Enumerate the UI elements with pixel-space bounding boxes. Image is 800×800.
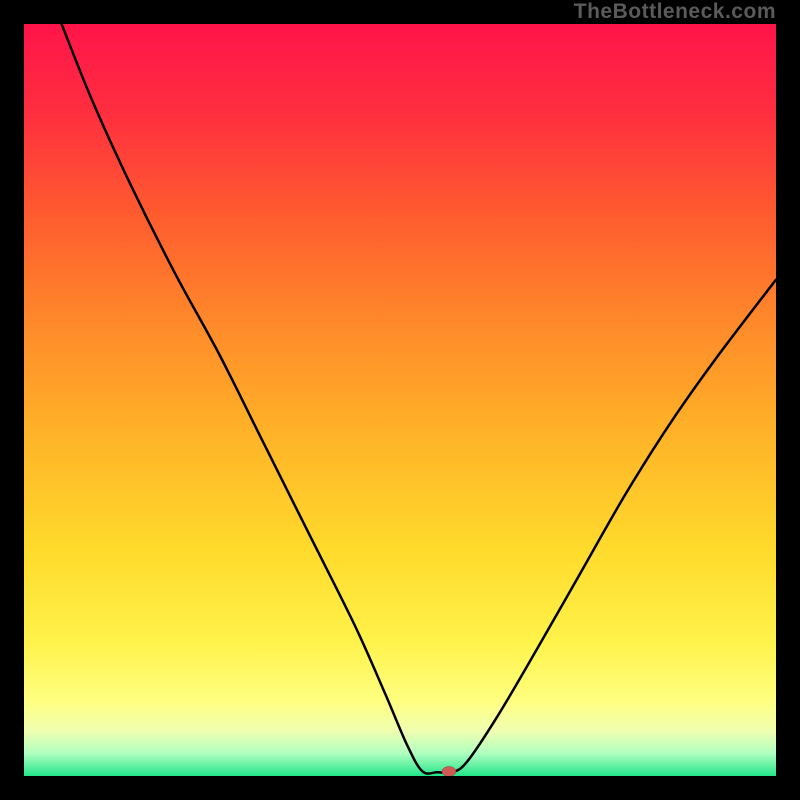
chart-frame: TheBottleneck.com	[0, 0, 800, 800]
chart-svg	[24, 24, 776, 776]
plot-area	[24, 24, 776, 776]
optimum-marker	[442, 766, 456, 776]
watermark-text: TheBottleneck.com	[574, 0, 776, 24]
gradient-background	[24, 24, 776, 776]
